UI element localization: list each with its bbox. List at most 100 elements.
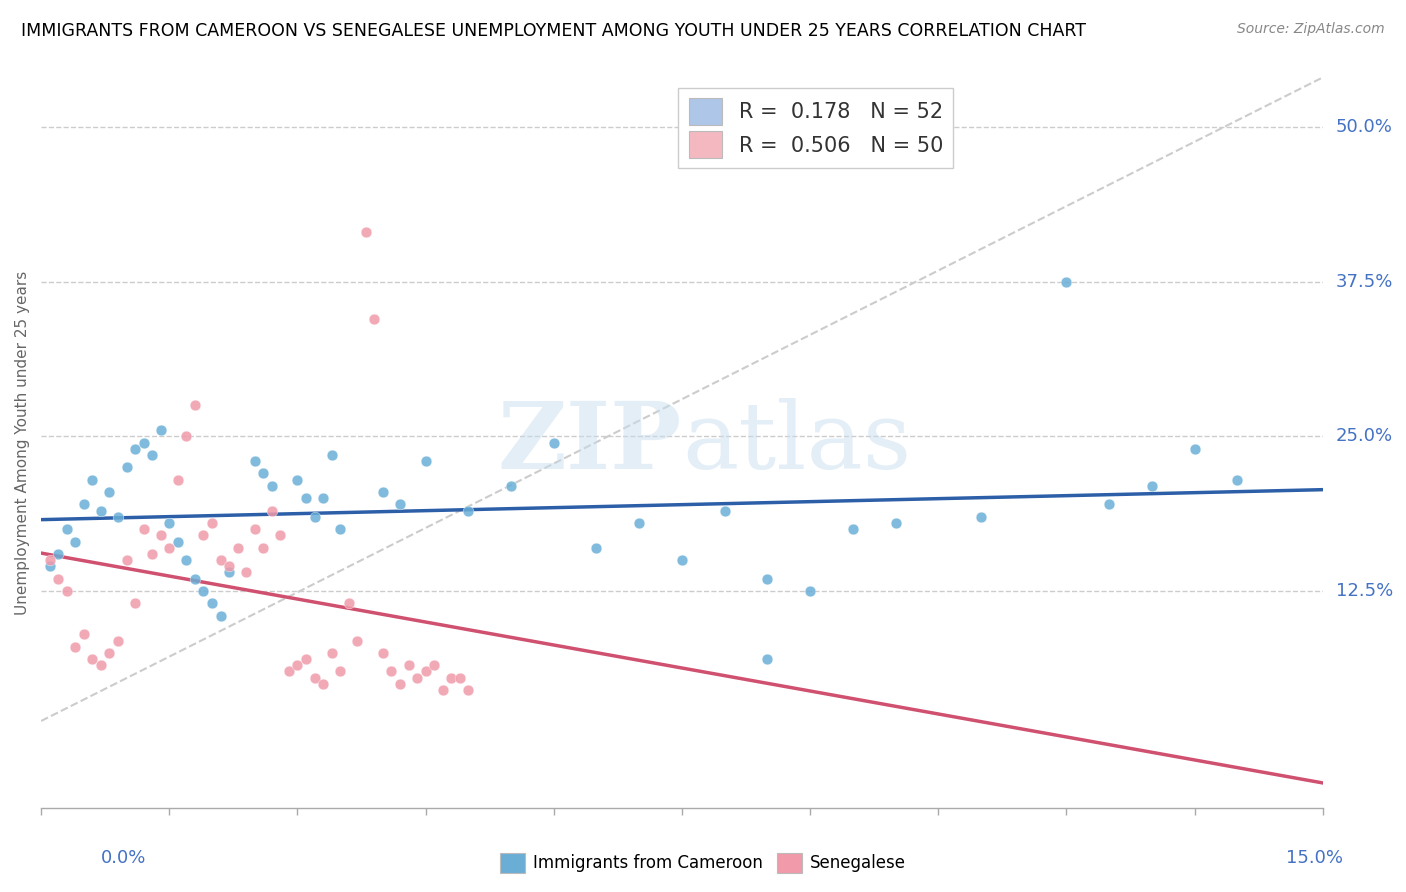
Point [115,460,138,475]
Point [1226,473,1249,487]
Point [73,627,96,641]
Text: 37.5%: 37.5% [1336,273,1393,291]
Point [82,652,104,666]
Point [193,584,215,599]
Point [166,534,188,549]
Text: 25.0%: 25.0% [1336,427,1393,445]
Point [970,509,993,524]
Point [46,547,69,561]
Point [388,677,411,691]
Point [209,608,232,623]
Point [90,503,112,517]
Point [218,559,240,574]
Y-axis label: Unemployment Among Youth under 25 years: Unemployment Among Youth under 25 years [15,270,30,615]
Point [269,528,291,542]
Point [252,541,274,555]
Point [277,665,299,679]
Point [65,534,87,549]
Point [166,473,188,487]
Point [201,596,224,610]
Point [1184,442,1206,456]
Point [46,572,69,586]
Point [65,640,87,654]
Point [1054,275,1077,289]
Point [457,503,479,517]
Point [107,633,129,648]
Legend: Immigrants from Cameroon, Senegalese: Immigrants from Cameroon, Senegalese [494,847,912,880]
Point [243,454,266,468]
Point [884,516,907,530]
Point [235,566,257,580]
Point [149,528,172,542]
Point [671,553,693,567]
Text: 12.5%: 12.5% [1336,582,1393,600]
Point [398,658,420,673]
Point [176,429,198,443]
Point [252,467,274,481]
Point [799,584,821,599]
Point [388,497,411,511]
Point [312,677,335,691]
Point [295,491,318,506]
Point [55,522,77,536]
Point [371,485,394,500]
Point [321,448,343,462]
Text: ZIP: ZIP [498,398,682,488]
Point [415,665,437,679]
Point [346,633,368,648]
Point [432,683,454,698]
Point [1098,497,1121,511]
Point [287,473,309,487]
Text: atlas: atlas [682,398,911,488]
Point [337,596,360,610]
Point [132,435,155,450]
Point [176,553,198,567]
Point [380,665,402,679]
Point [1140,479,1163,493]
Point [141,448,163,462]
Point [38,559,60,574]
Point [457,683,479,698]
Point [628,516,651,530]
Point [98,485,121,500]
Point [209,553,232,567]
Point [243,522,266,536]
Point [90,658,112,673]
Point [132,522,155,536]
Point [371,646,394,660]
Point [842,522,865,536]
Point [449,671,471,685]
Text: 15.0%: 15.0% [1285,849,1343,867]
Point [260,479,283,493]
Point [363,311,385,326]
Point [82,473,104,487]
Point [304,509,326,524]
Point [756,652,779,666]
Point [124,442,146,456]
Point [329,665,352,679]
Text: IMMIGRANTS FROM CAMEROON VS SENEGALESE UNEMPLOYMENT AMONG YOUTH UNDER 25 YEARS C: IMMIGRANTS FROM CAMEROON VS SENEGALESE U… [21,22,1085,40]
Point [543,435,565,450]
Point [149,423,172,437]
Point [98,646,121,660]
Point [157,516,180,530]
Point [193,528,215,542]
Point [304,671,326,685]
Point [201,516,224,530]
Point [329,522,352,536]
Point [124,596,146,610]
Point [713,503,735,517]
Point [184,398,207,412]
Point [55,584,77,599]
Point [756,572,779,586]
Text: Source: ZipAtlas.com: Source: ZipAtlas.com [1237,22,1385,37]
Point [440,671,463,685]
Point [226,541,249,555]
Point [415,454,437,468]
Point [406,671,429,685]
Point [157,541,180,555]
Point [38,553,60,567]
Point [218,566,240,580]
Point [499,479,522,493]
Point [115,553,138,567]
